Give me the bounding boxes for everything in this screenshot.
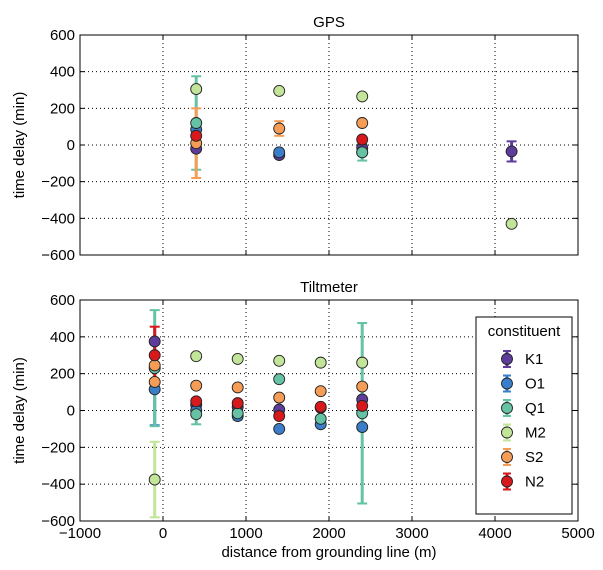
data-point-s2: [356, 117, 369, 129]
y-tick-label: 600: [50, 292, 75, 309]
data-point-s2: [148, 376, 161, 388]
legend-marker-n2: [501, 475, 513, 488]
data-point-s2: [148, 359, 161, 372]
data-point-q1: [231, 407, 244, 420]
panel-gps: −600 −400 −200 0 200 400 600 time delay (min) GP…: [11, 14, 579, 264]
y-tick-label: 0: [67, 137, 75, 154]
legend: constituent K1 O1 Q1 M2 S2 N2: [475, 316, 573, 515]
legend-label-s2: S2: [525, 449, 543, 466]
x-tick-label: 4000: [478, 525, 511, 542]
x-axis-title: distance from grounding line (m): [221, 544, 436, 561]
data-point-m2: [273, 84, 286, 97]
data-point-m2: [356, 356, 369, 369]
legend-box: [475, 316, 573, 515]
y-tick-label: −400: [41, 210, 75, 227]
panel-title: Tiltmeter: [300, 279, 358, 296]
data-point-n2: [231, 397, 244, 410]
data-point-s2: [273, 391, 286, 404]
data-point-n2: [190, 395, 203, 408]
y-axis-title: time delay (min): [11, 92, 28, 199]
panel-title: GPS: [313, 14, 345, 31]
y-tick-label: 200: [50, 366, 75, 383]
data-point-s2: [231, 381, 244, 394]
x-tick-label: 2000: [312, 525, 345, 542]
legend-label-o1: O1: [525, 376, 545, 393]
data-point-s2: [190, 379, 203, 392]
legend-label-k1: K1: [525, 351, 543, 368]
y-tick-label: 400: [50, 64, 75, 81]
y-tick-label: 400: [50, 329, 75, 346]
y-tick-label: −400: [41, 476, 75, 493]
data-point-n2: [190, 129, 203, 142]
y-tick-label: −200: [41, 439, 75, 456]
y-tick-label: −200: [41, 174, 75, 191]
x-tick-label: 3000: [395, 525, 428, 542]
data-point-m2: [356, 90, 369, 103]
y-tick-label: 200: [50, 100, 75, 117]
legend-label-q1: Q1: [525, 400, 545, 417]
x-tick-label: −1000: [59, 525, 101, 542]
data-point-m2: [273, 354, 286, 367]
x-tick-label: 5000: [561, 525, 594, 542]
data-point-n2: [273, 410, 286, 422]
x-tick-label: 0: [159, 525, 167, 542]
data-point-m2: [314, 356, 327, 369]
data-point-o1: [273, 146, 286, 159]
x-tick-label: 1000: [229, 525, 262, 542]
data-point-k1: [148, 335, 161, 348]
y-axis-title: time delay (min): [11, 357, 28, 464]
data-point-o1: [356, 421, 369, 434]
legend-marker-q1: [501, 402, 513, 414]
data-point-q1: [356, 146, 369, 159]
plot-frame: [79, 299, 579, 522]
y-tick-label: 0: [67, 403, 75, 420]
legend-label-n2: N2: [525, 474, 544, 491]
legend-title: constituent: [488, 323, 561, 340]
data-point-m2: [190, 83, 203, 96]
data-point-n2: [148, 349, 161, 362]
legend-marker-m2: [501, 426, 513, 439]
data-point-m2: [231, 352, 244, 365]
data-point-s2: [273, 122, 286, 135]
data-point-m2: [505, 217, 518, 230]
y-tick-label: −600: [41, 247, 75, 264]
plot-frame: [79, 34, 579, 256]
y-tick-label: 600: [50, 27, 75, 44]
data-point-o1: [273, 422, 286, 435]
data-point-n2: [356, 399, 369, 412]
data-point-q1: [273, 373, 286, 386]
data-point-q1: [314, 412, 327, 425]
data-point-n2: [356, 133, 369, 146]
data-point-m2: [190, 350, 203, 363]
legend-marker-k1: [501, 353, 513, 365]
legend-marker-s2: [501, 451, 513, 463]
data-point-s2: [356, 380, 369, 393]
data-point-q1: [190, 117, 203, 129]
y-tick-label: −600: [41, 513, 75, 530]
data-point-s2: [314, 385, 327, 398]
data-point-m2: [148, 473, 161, 486]
legend-marker-o1: [501, 377, 513, 390]
legend-label-m2: M2: [525, 425, 546, 442]
data-point-n2: [314, 400, 327, 413]
data-point-q1: [190, 408, 203, 421]
data-point-k1: [505, 145, 518, 158]
